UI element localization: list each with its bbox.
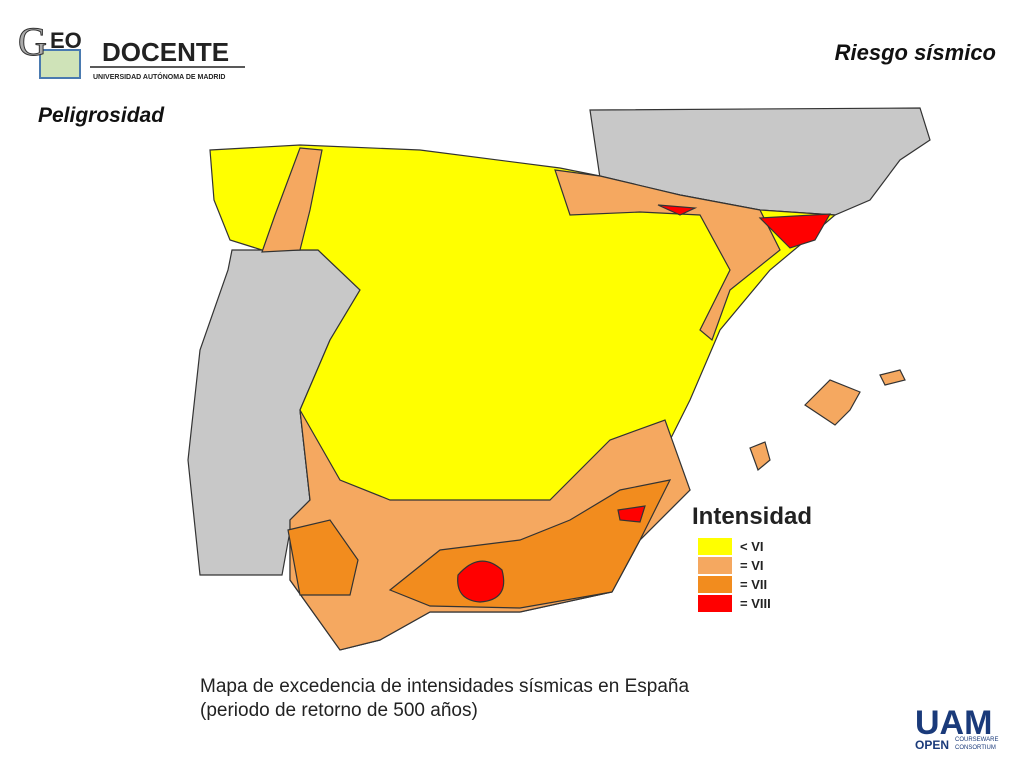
zone-vi-north xyxy=(554,169,781,342)
balearic-mallorca xyxy=(804,379,861,426)
zone-viii-catalonia xyxy=(758,213,832,249)
legend-label: < VI xyxy=(740,539,764,554)
legend-swatch xyxy=(698,557,732,574)
legend-swatch xyxy=(698,595,732,612)
legend-label: = VIII xyxy=(740,596,771,611)
logo-eo: EO xyxy=(50,28,82,53)
zone-viii-pyrenees xyxy=(657,204,698,216)
logo-name: DOCENTE xyxy=(102,37,229,67)
caption-line: Mapa de excedencia de intensidades sísmi… xyxy=(200,676,689,697)
legend-label: = VI xyxy=(740,558,764,573)
zone-vii-west xyxy=(287,519,359,596)
geodocente-logo: G EO DOCENTE Universidad Autónoma de Mad… xyxy=(18,19,245,81)
legend: Intensidad < VI = VI = VII = VIII xyxy=(692,503,812,612)
legend-title: Intensidad xyxy=(692,503,812,530)
legend-swatch xyxy=(698,576,732,593)
slide-subtitle: Peligrosidad xyxy=(38,104,165,127)
zone-vi-galicia xyxy=(261,147,323,253)
balearic-ibiza xyxy=(749,441,771,472)
legend-label: = VII xyxy=(740,577,767,592)
uam-courseware: COURSEWARE xyxy=(955,737,998,743)
map xyxy=(187,107,931,651)
uam-logo: UAM OPEN COURSEWARE CONSORTIUM xyxy=(915,704,998,752)
zone-viii-murcia xyxy=(617,505,646,523)
zone-viii-granada xyxy=(457,560,505,603)
slide-title: Riesgo sísmico xyxy=(835,40,996,65)
logo-badge xyxy=(39,49,81,79)
uam-name: UAM xyxy=(915,704,992,742)
caption-line: (periodo de retorno de 500 años) xyxy=(200,700,478,721)
legend-swatch xyxy=(698,538,732,555)
uam-open: OPEN xyxy=(915,738,949,752)
uam-consortium: CONSORTIUM xyxy=(955,745,996,751)
logo-subtitle: Universidad Autónoma de Madrid xyxy=(93,72,225,81)
logo-letter: G xyxy=(18,19,47,64)
balearic-menorca xyxy=(879,369,906,386)
